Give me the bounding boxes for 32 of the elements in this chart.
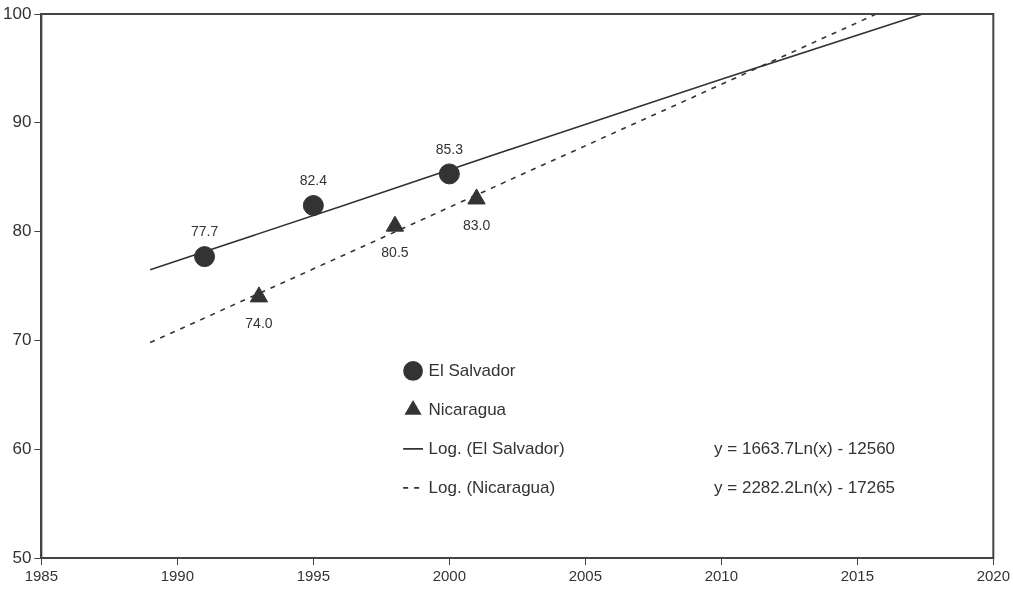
y-tick-label: 60 xyxy=(12,438,32,458)
x-tick-label: 2020 xyxy=(976,567,1010,585)
x-tick-label: 2010 xyxy=(704,567,739,585)
x-tick-label: 1995 xyxy=(296,567,331,585)
point xyxy=(467,188,486,205)
x-tick-label: 2000 xyxy=(432,567,467,585)
x-tick-label: 2005 xyxy=(568,567,603,585)
x-tick-label: 2015 xyxy=(840,567,875,585)
x-tick-label: 1990 xyxy=(160,567,195,585)
annotation: y = 2282.2Ln(x) - 17265 xyxy=(714,477,896,497)
y-tick-label: 70 xyxy=(12,330,32,350)
data-label: 74.0 xyxy=(245,314,273,331)
legend-label: Log. (El Salvador) xyxy=(428,438,565,458)
y-tick-label: 50 xyxy=(12,547,32,567)
y-tick-label: 80 xyxy=(12,221,32,241)
legend-label: Nicaragua xyxy=(428,399,507,419)
point xyxy=(194,246,216,268)
data-label: 77.7 xyxy=(190,223,219,240)
data-label: 82.4 xyxy=(299,172,328,189)
x-tick-label: 1985 xyxy=(24,567,59,585)
annotation: y = 1663.7Ln(x) - 12560 xyxy=(714,438,896,458)
legend-label: Log. (Nicaragua) xyxy=(428,477,556,497)
y-tick-label: 90 xyxy=(12,112,32,132)
data-label: 80.5 xyxy=(381,244,409,261)
point xyxy=(438,163,460,185)
data-label: 85.3 xyxy=(435,140,464,157)
legend-label: El Salvador xyxy=(428,360,516,380)
point xyxy=(302,194,324,216)
point xyxy=(385,215,405,232)
point xyxy=(249,286,269,303)
data-label: 83.0 xyxy=(462,216,491,233)
y-tick-label: 100 xyxy=(2,3,32,23)
